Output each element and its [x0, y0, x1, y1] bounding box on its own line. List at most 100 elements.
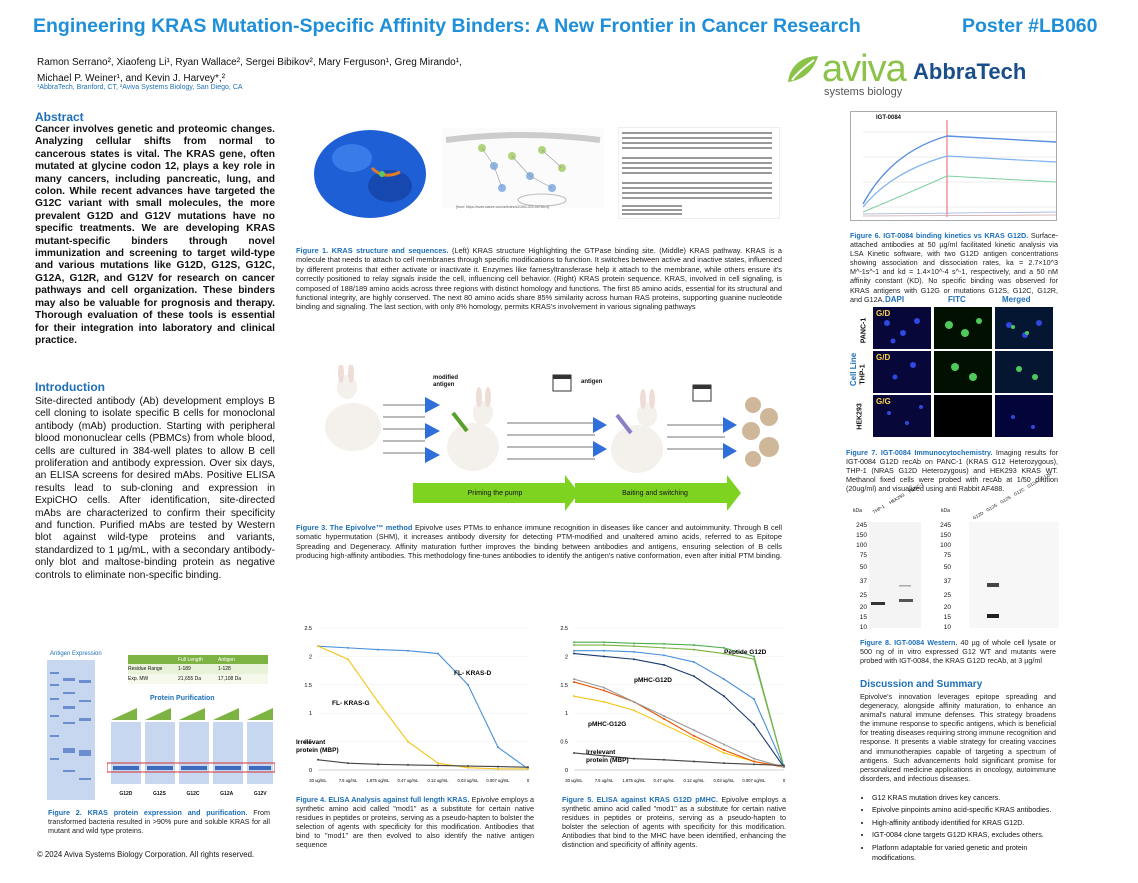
- aviva-logo: aviva: [822, 48, 907, 90]
- y-tick-label: 1.5: [304, 683, 312, 689]
- y-tick-label: 0.5: [304, 740, 312, 746]
- y-tick-label: 1: [309, 711, 312, 717]
- x-tick-label: 30 ug/mL: [309, 778, 327, 783]
- discussion-text: Epivolve's innovation leverages epitope …: [860, 692, 1056, 783]
- series-line: [574, 644, 785, 768]
- caption-text: Epivolve employs a synthetic amino acid …: [562, 795, 786, 850]
- merged-hek293-image: [995, 395, 1053, 437]
- data-point: [663, 663, 665, 666]
- col-fitc: FITC: [948, 295, 966, 304]
- baiting-arrow-label: Baiting and switching: [622, 490, 688, 497]
- series-label: Irrelevant: [586, 749, 616, 756]
- y-tick-label: 1: [565, 711, 568, 717]
- affiliations: ¹AbbraTech, Branford, CT, ²Aviva Systems…: [37, 84, 243, 91]
- x-tick-label: 7.5 ug/mL: [339, 778, 358, 783]
- data-point: [753, 698, 755, 700]
- figure-3-caption: Figure 3. The Epivolve™ method Epivolve …: [296, 523, 782, 561]
- kda-marker-label: 75: [859, 552, 867, 559]
- kda-marker-label: 50: [943, 564, 951, 571]
- kras-sequence-alignment: [618, 127, 780, 219]
- caption-text: From transformed bacteria resulted in >9…: [48, 808, 271, 836]
- data-point: [407, 649, 409, 652]
- data-point: [347, 762, 349, 765]
- data-point: [693, 760, 695, 763]
- kda-marker-label: 245: [856, 522, 867, 529]
- figure-5-elisa-chart: 0 0.5 1 1.5 2 2.5 30 ug/mL 7.5 ug/mL 1.875 ug/mL…: [560, 626, 785, 783]
- kda-marker-label: 100: [856, 542, 867, 549]
- figure-6-panel: IGT-0084: [850, 111, 1057, 221]
- data-point: [603, 700, 605, 703]
- protein-purification-title: Protein Purification: [150, 695, 215, 702]
- caption-title: Figure 7. IGT-0084 Immunocytochemistry.: [846, 448, 993, 457]
- purification-lane-labels: G12D G12S G12C G12A G12V: [109, 791, 277, 797]
- caption-title: Figure 1. KRAS structure and sequences.: [296, 246, 449, 255]
- kinetics-panel-label: IGT-0084: [876, 115, 902, 121]
- figure-4-caption: Figure 4. ELISA Analysis against full le…: [296, 795, 534, 850]
- figure-8-panel: kDa kDa 245 150 100 75 50 37 25 20 15 10 245 150 10…: [845, 471, 1060, 631]
- data-point: [723, 695, 725, 698]
- data-point: [693, 737, 695, 740]
- kda-marker-label: 15: [943, 614, 951, 621]
- poster-title: Engineering KRAS Mutation-Specific Affin…: [33, 15, 861, 37]
- list-item: High-affinity antibody identified for KR…: [872, 818, 1056, 829]
- data-point: [497, 767, 499, 770]
- data-point: [753, 655, 755, 658]
- y-tick-label: 2: [309, 654, 312, 660]
- series-label: Peptide G12D: [724, 649, 767, 656]
- authors-line-2: Michael P. Weiner¹, and Kevin J. Harvey*…: [37, 73, 226, 84]
- data-point: [633, 650, 635, 653]
- antigen-label: antigen: [581, 379, 603, 385]
- kda-marker-label: 37: [943, 578, 951, 585]
- lane-label: G12S: [999, 494, 1012, 505]
- series-line: [574, 650, 785, 768]
- western-blot-images: [869, 522, 1059, 628]
- cell-stain-dots: [884, 318, 1042, 429]
- data-point: [693, 661, 695, 664]
- list-item: IGT-0084 clone targets G12D KRAS, exclud…: [872, 830, 1056, 841]
- list-item: G12 KRAS mutation drives key cancers.: [872, 793, 1056, 804]
- data-point: [723, 743, 725, 746]
- genotype-label: G/G: [876, 397, 891, 406]
- genotype-label: G/D: [876, 353, 891, 362]
- kda-marker-label: 10: [859, 624, 867, 631]
- list-item: Platform adaptable for varied genetic an…: [872, 843, 1056, 864]
- x-tick-label: 1.875 ug/mL: [366, 778, 390, 783]
- series-label: Irrelevant: [296, 739, 326, 746]
- introduction-text: Site-directed antibody (Ab) development …: [35, 396, 275, 581]
- data-point: [633, 709, 635, 712]
- lane-label: G12S: [153, 791, 166, 797]
- antigen-expression-gel: [47, 660, 95, 800]
- data-point: [347, 658, 349, 661]
- table-cell: Exp. MW: [128, 676, 149, 682]
- modified-antigen-label: modified antigen: [433, 375, 458, 388]
- x-tick-label: 0.007 ug/mL: [486, 778, 510, 783]
- data-point: [663, 715, 665, 718]
- antigen-expression-label: Antigen Expression: [50, 651, 102, 657]
- merged-panc-1-image: [995, 307, 1053, 349]
- x-tick-label: 0.47 ug/mL: [654, 778, 676, 783]
- x-tick-label: 0.12 ug/mL: [428, 778, 450, 783]
- data-point: [753, 760, 755, 763]
- lane-label: HEK293: [888, 492, 906, 506]
- y-tick-label: 0: [565, 768, 568, 774]
- kda-label-right: kDa: [941, 508, 950, 514]
- kda-label: kDa: [853, 508, 862, 514]
- caption-title: Figure 2. KRAS protein expression and pu…: [48, 808, 248, 817]
- data-point: [633, 645, 635, 648]
- data-point: [603, 641, 605, 644]
- data-point: [723, 678, 725, 681]
- data-point: [603, 689, 605, 692]
- data-point: [573, 649, 575, 652]
- data-point: [693, 648, 695, 651]
- lane-label: G12A: [220, 791, 234, 797]
- data-point: [783, 766, 785, 769]
- purification-gels: [107, 708, 275, 784]
- data-point: [663, 646, 665, 649]
- x-tick-label: 7.5 ug/mL: [595, 778, 614, 783]
- lane-label: G12D: [119, 791, 133, 797]
- caption-title: Figure 8. IGT-0084 Western.: [860, 638, 958, 647]
- epivolve-diagram: [325, 365, 779, 511]
- data-point: [663, 654, 665, 657]
- kda-marker-label: 75: [943, 552, 951, 559]
- figure-7-panel: DAPI FITC Merged Cell Line PANC-1 THP-1 …: [845, 295, 1060, 443]
